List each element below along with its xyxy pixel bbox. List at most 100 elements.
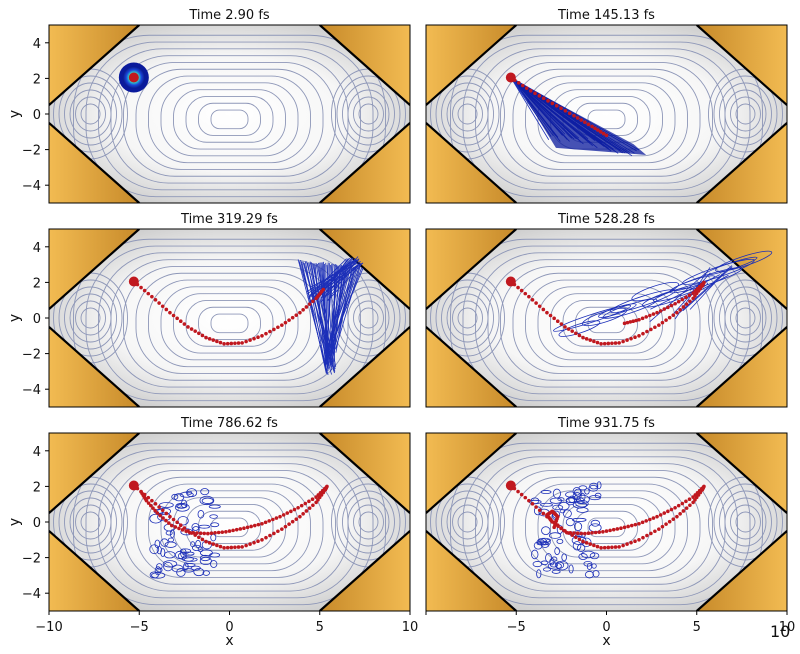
trajectory-point (290, 519, 295, 524)
trajectory-start-marker (128, 276, 139, 287)
trajectory-point (673, 505, 677, 510)
trajectory-start-marker (128, 480, 139, 491)
trajectory-point (567, 111, 572, 116)
y-tick-label: 2 (33, 480, 41, 495)
trajectory-point (248, 542, 252, 546)
trajectory-point (608, 528, 612, 533)
trajectory-point (610, 341, 614, 346)
trajectory-point (233, 341, 237, 346)
trajectory-point (552, 316, 556, 321)
trajectory-point (227, 529, 232, 533)
trajectory-point (687, 293, 692, 298)
trajectory-point (602, 341, 607, 346)
trajectory-point (321, 287, 326, 292)
trajectory-point (541, 96, 546, 101)
trajectory-point (225, 341, 230, 346)
trajectory-point (173, 525, 178, 529)
trajectory-point (566, 327, 571, 331)
trajectory-point (581, 539, 585, 544)
trajectory-point (629, 523, 634, 528)
trajectory-point (575, 116, 580, 120)
trajectory-point (164, 518, 168, 523)
trajectory-point (680, 297, 685, 302)
trajectory-point (244, 339, 248, 344)
panel-2: Time 145.13 fs (425, 8, 788, 204)
trajectory-point (276, 529, 280, 534)
trajectory-start-marker (505, 276, 516, 287)
trajectory-point (252, 336, 256, 341)
trajectory-point (637, 317, 641, 322)
trajectory-point (637, 521, 641, 526)
trajectory-point (678, 512, 682, 516)
x-tick-label: 0 (225, 620, 233, 635)
trajectory-point (280, 527, 284, 531)
trajectory-point (530, 502, 535, 506)
trajectory-point (314, 495, 318, 499)
trajectory-point (146, 501, 151, 505)
trajectory-point (252, 540, 256, 545)
trajectory-point (298, 514, 302, 519)
trajectory-point (625, 542, 629, 546)
trajectory-point (592, 339, 596, 344)
trajectory-point (599, 546, 603, 550)
trajectory-point (644, 519, 649, 523)
trajectory-point (311, 503, 315, 508)
trajectory-point (527, 498, 531, 503)
trajectory-point (572, 113, 576, 118)
trajectory-point (601, 131, 606, 136)
trajectory-point (552, 525, 556, 530)
trajectory-point (161, 516, 165, 520)
trajectory-point (550, 101, 555, 106)
panel-title: Time 931.75 fs (557, 416, 655, 431)
trajectory-point (524, 86, 529, 90)
trajectory-point (160, 304, 165, 309)
trajectory-point (559, 322, 564, 326)
trajectory-point (619, 526, 623, 531)
trajectory-point (178, 319, 183, 324)
trajectory-point (180, 528, 185, 532)
trajectory-point (218, 544, 223, 549)
trajectory-point (626, 524, 630, 529)
trajectory-point (688, 299, 692, 304)
trajectory-point (583, 531, 587, 536)
x-tick-label: −10 (35, 620, 62, 635)
trajectory (132, 483, 329, 550)
y-tick-label: 4 (33, 445, 41, 460)
y-tick-label: −2 (22, 348, 41, 363)
trajectory-point (588, 338, 593, 342)
trajectory-point (586, 122, 591, 127)
panel-title: Time 2.90 fs (188, 8, 270, 23)
trajectory-point (150, 498, 154, 503)
y-tick-label: −2 (22, 144, 41, 159)
trajectory-point (260, 538, 264, 542)
trajectory-point (260, 334, 264, 338)
y-tick-label: 4 (33, 37, 41, 52)
trajectory-point (579, 118, 584, 122)
trajectory-point (660, 524, 665, 529)
potential-contours (430, 238, 783, 407)
trajectory-point (207, 337, 212, 341)
trajectory-point (229, 341, 234, 346)
trajectory-point (220, 530, 225, 534)
trajectory-point (244, 543, 248, 548)
panel-title: Time 528.28 fs (557, 212, 655, 227)
trajectory-point (628, 320, 633, 324)
trajectory-point (184, 529, 188, 534)
trajectory-point (577, 537, 582, 542)
trajectory-point (198, 531, 203, 536)
trajectory-point (139, 285, 143, 290)
trajectory-point (633, 539, 637, 544)
trajectory-point (563, 325, 567, 329)
trajectory-point (153, 502, 158, 506)
trajectory-point (537, 94, 542, 98)
trajectory-point (268, 533, 272, 538)
trajectory-point (651, 312, 656, 316)
trajectory-point (579, 531, 584, 536)
trajectory-point (637, 334, 641, 338)
trajectory-point (516, 81, 521, 85)
trajectory-point (211, 338, 216, 342)
page-number: 10 (770, 622, 791, 641)
trajectory-point (633, 335, 637, 340)
trajectory-point (629, 336, 633, 341)
